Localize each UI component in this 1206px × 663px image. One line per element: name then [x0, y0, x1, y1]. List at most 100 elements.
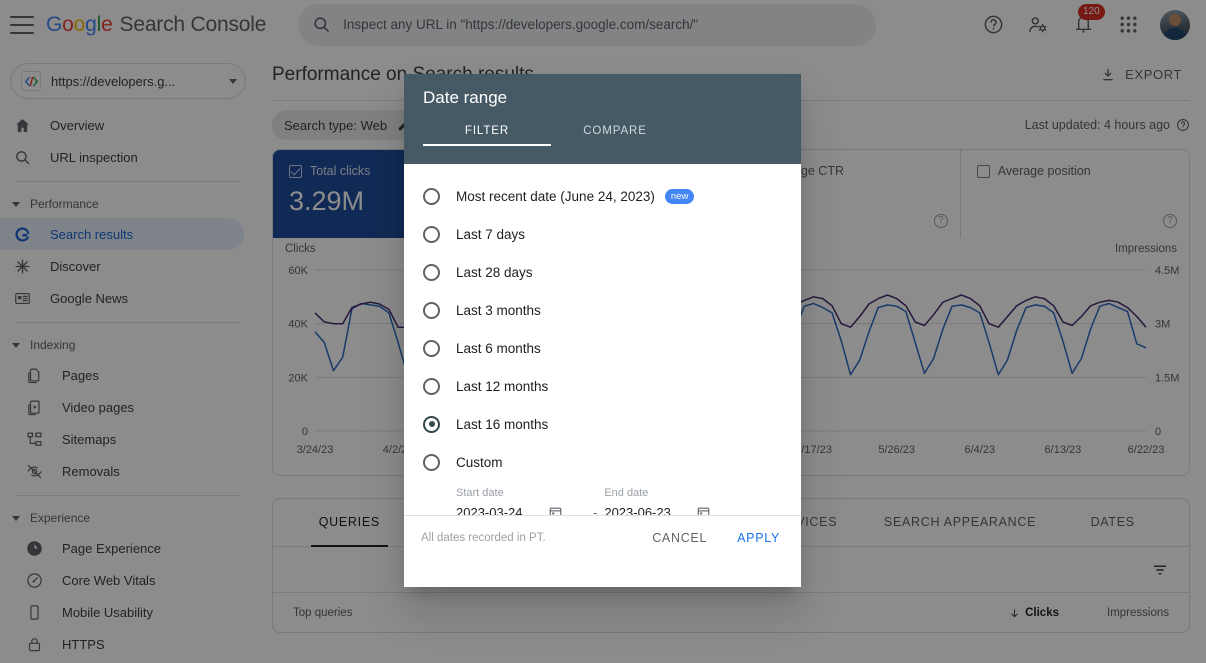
date-option-label: Last 3 months [456, 302, 541, 318]
end-date-label: End date [604, 487, 649, 499]
help-circle-icon[interactable]: ? [933, 214, 948, 228]
hamburger-icon[interactable] [10, 15, 34, 34]
export-button[interactable]: EXPORT [1092, 61, 1190, 89]
search-input[interactable] [343, 17, 863, 32]
radio-icon[interactable] [423, 263, 440, 281]
google-apps-icon[interactable] [1115, 12, 1141, 38]
sidebar-item-label: Core Web Vitals [62, 572, 156, 588]
start-date-input-wrap[interactable] [456, 505, 586, 515]
notifications-icon[interactable]: 120 [1070, 3, 1105, 38]
date-option-7[interactable]: Custom [404, 443, 801, 481]
url-inspection-search[interactable] [298, 3, 877, 46]
table-header-top-queries[interactable]: Top queries [293, 607, 353, 619]
sidebar-item-label: HTTPS [62, 636, 105, 652]
sidebar-item-pages[interactable]: Pages [0, 359, 244, 391]
sidebar-item-video-pages[interactable]: Video pages [0, 391, 244, 423]
sidebar-item-core-web-vitals[interactable]: Core Web Vitals [0, 564, 244, 596]
sidebar-group-indexing[interactable]: Indexing [0, 331, 256, 359]
sidebar-item-label: Pages [62, 367, 99, 383]
account-settings-icon[interactable] [1025, 12, 1051, 38]
sidebar-divider [16, 322, 240, 323]
avatar[interactable] [1160, 9, 1190, 40]
calendar-icon[interactable] [696, 505, 711, 515]
sidebar-item-mobile-usability[interactable]: Mobile Usability [0, 596, 244, 628]
radio-icon[interactable] [423, 187, 440, 205]
notification-count-badge: 120 [1078, 3, 1105, 20]
property-selector[interactable]: https://developers.g... [10, 63, 246, 99]
logo-letter: G [46, 12, 63, 36]
radio-icon[interactable] [423, 377, 440, 395]
chevron-down-icon [12, 342, 20, 348]
sidebar-item-discover[interactable]: Discover [0, 250, 244, 282]
table-header-impressions[interactable]: Impressions [1107, 607, 1169, 619]
sidebar-item-label: Google News [50, 290, 129, 306]
logo-letter: e [101, 12, 113, 36]
page-experience-icon [24, 538, 44, 558]
search-icon [312, 15, 331, 34]
sidebar-group-experience[interactable]: Experience [0, 504, 256, 532]
dialog-footer: All dates recorded in PT. CANCEL APPLY [404, 515, 801, 559]
start-date-input[interactable] [456, 505, 548, 515]
help-icon[interactable] [980, 12, 1006, 38]
date-option-label: Most recent date (June 24, 2023) [456, 188, 655, 204]
radio-icon[interactable] [423, 339, 440, 357]
tab-dates[interactable]: DATES [1090, 514, 1135, 529]
chevron-down-icon [229, 78, 237, 84]
metric-average-position[interactable]: Average position ? [960, 150, 1189, 238]
dialog-tab-compare[interactable]: COMPARE [583, 125, 647, 137]
sidebar-item-google-news[interactable]: Google News [0, 282, 244, 314]
help-circle-icon[interactable] [1176, 118, 1190, 132]
date-option-6[interactable]: Last 16 months [404, 405, 801, 443]
sidebar-item-overview[interactable]: Overview [0, 109, 244, 141]
chart-y-axis-title: Clicks [285, 243, 316, 255]
tab-search-appearance[interactable]: SEARCH APPEARANCE [883, 514, 1037, 529]
property-name: https://developers.g... [51, 73, 176, 89]
help-circle-icon[interactable]: ? [1163, 214, 1177, 228]
mobile-usability-icon [24, 602, 44, 622]
tab-queries[interactable]: QUERIES [273, 499, 426, 547]
date-option-5[interactable]: Last 12 months [404, 367, 801, 405]
metric-label-wrap: Average position [976, 164, 1173, 178]
calendar-icon[interactable] [548, 505, 563, 515]
checkbox-icon[interactable] [976, 164, 990, 178]
sidebar-item-label: Search results [50, 226, 134, 242]
sidebar-group-label: Indexing [30, 338, 76, 352]
removals-icon [24, 461, 44, 481]
radio-icon[interactable] [423, 301, 440, 319]
sidebar-item-url-inspection[interactable]: URL inspection [0, 141, 244, 173]
metric-value: 3.29M [289, 186, 365, 216]
date-option-0[interactable]: Most recent date (June 24, 2023) new [404, 177, 801, 215]
date-option-4[interactable]: Last 6 months [404, 329, 801, 367]
radio-icon[interactable] [423, 453, 440, 471]
cancel-button[interactable]: CANCEL [652, 530, 708, 545]
radio-icon[interactable] [423, 225, 440, 243]
table-header-clicks[interactable]: Clicks [949, 607, 1059, 619]
export-label: EXPORT [1125, 67, 1182, 82]
arrow-down-icon [1009, 608, 1020, 619]
date-option-3[interactable]: Last 3 months [404, 291, 801, 329]
sidebar-group-performance[interactable]: Performance [0, 190, 256, 218]
date-option-2[interactable]: Last 28 days [404, 253, 801, 291]
filter-list-icon[interactable] [1151, 561, 1169, 579]
sidebar-item-search-results[interactable]: Search results [0, 218, 244, 250]
date-option-1[interactable]: Last 7 days [404, 215, 801, 253]
checkbox-icon[interactable] [289, 164, 302, 178]
sidebar-item-https[interactable]: HTTPS [0, 628, 244, 660]
sidebar-item-removals[interactable]: Removals [0, 455, 244, 487]
radio-icon[interactable] [423, 415, 440, 433]
pages-icon [24, 365, 44, 385]
svg-text:5/26/23: 5/26/23 [878, 444, 915, 456]
apply-button[interactable]: APPLY [737, 530, 780, 545]
sidebar-item-page-experience[interactable]: Page Experience [0, 532, 244, 564]
sidebar-item-sitemaps[interactable]: Sitemaps [0, 423, 244, 455]
search-type-label: Search type: Web [284, 117, 388, 133]
logo-letter: o [62, 12, 74, 36]
svg-text:60K: 60K [288, 265, 308, 277]
end-date-input-wrap[interactable] [604, 505, 734, 515]
download-icon [1100, 67, 1116, 83]
svg-text:40K: 40K [288, 319, 308, 331]
dialog-tab-filter[interactable]: FILTER [423, 125, 551, 146]
end-date-input[interactable] [604, 505, 697, 515]
metric-label-wrap: Total clicks [289, 164, 485, 178]
